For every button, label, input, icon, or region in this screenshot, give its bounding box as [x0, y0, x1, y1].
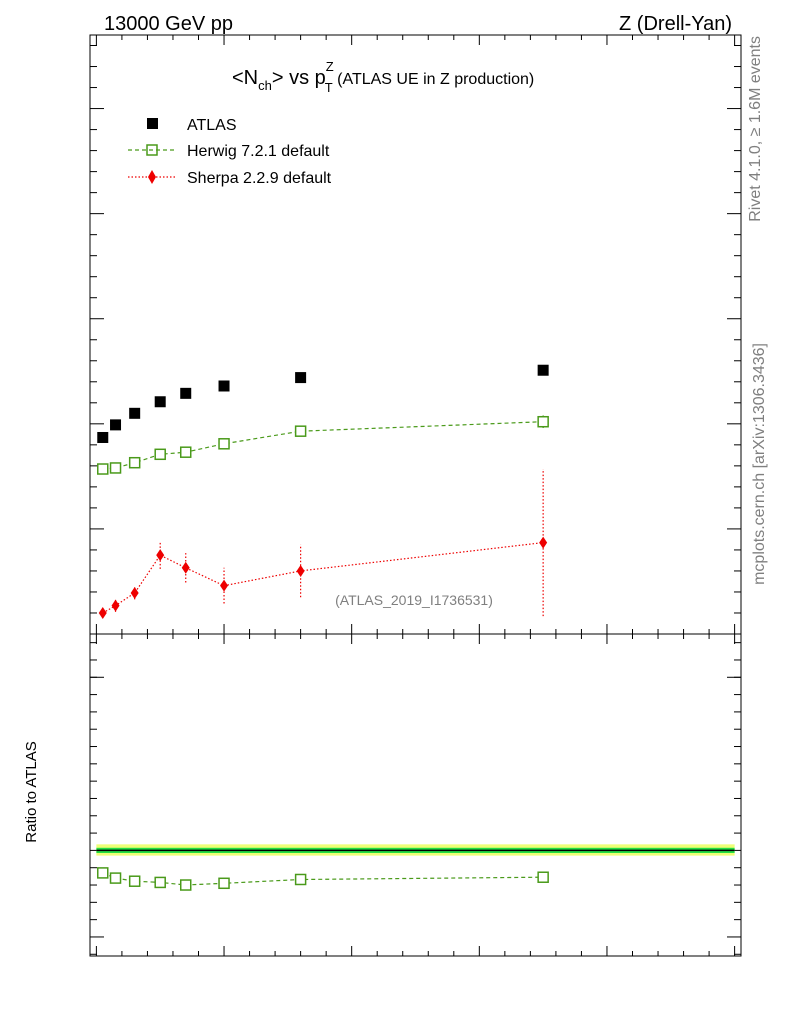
atlas-point [129, 407, 141, 419]
sherpa-series-line [102, 542, 544, 614]
ratio-herwig-point [97, 867, 109, 879]
sherpa-point [130, 587, 139, 600]
herwig-point [154, 448, 166, 461]
title-part1: <N [232, 67, 258, 89]
sherpa-point [111, 599, 120, 612]
atlas-point [180, 387, 192, 399]
title-part2: > vs p [272, 67, 326, 89]
legend-sherpa-label: Sherpa 2.2.9 default [187, 170, 332, 187]
ratio-frame [89, 633, 742, 957]
atlas-point [110, 419, 122, 431]
sherpa-point [156, 549, 165, 562]
herwig-point [97, 463, 109, 475]
sherpa-point [539, 536, 548, 549]
herwig-point [109, 462, 122, 474]
herwig-point [128, 456, 141, 469]
legend-sherpa-marker [148, 170, 156, 184]
ratio-herwig-point [109, 872, 122, 884]
sherpa-point [98, 606, 107, 619]
herwig-point [294, 425, 307, 437]
legend-herwig-label: Herwig 7.2.1 default [187, 143, 330, 160]
title-sub1: ch [258, 78, 272, 93]
legend: ATLAS Herwig 7.2.1 default Sherpa 2.2.9 … [128, 117, 332, 187]
title-sub2: T [325, 80, 333, 95]
ratio-panel [89, 633, 742, 957]
herwig-point [179, 446, 192, 458]
legend-atlas-label: ATLAS [187, 117, 237, 134]
atlas-point [154, 396, 166, 408]
herwig-point [218, 438, 230, 450]
sherpa-point [220, 579, 229, 592]
herwig-series-line [102, 421, 544, 470]
legend-atlas-marker [147, 118, 158, 129]
header-left: 13000 GeV pp [104, 13, 233, 35]
rivet-label: Rivet 4.1.0, ≥ 1.6M events [747, 36, 764, 222]
chart-title: <Nch> vs pZ T (ATLAS UE in Z production) [232, 59, 534, 95]
sherpa-point [296, 564, 305, 577]
ratio-ylabel: Ratio to ATLAS [23, 741, 40, 842]
sherpa-point [181, 561, 190, 574]
ratio-herwig-point [537, 871, 549, 883]
ratio-herwig-line [102, 872, 544, 886]
title-sup: Z [326, 59, 334, 74]
ratio-herwig-point [218, 877, 230, 890]
ratio-herwig-point [154, 876, 166, 889]
analysis-id: (ATLAS_2019_I1736531) [335, 592, 493, 608]
atlas-point [218, 380, 230, 392]
herwig-point [537, 415, 549, 428]
atlas-point [97, 431, 109, 443]
legend-herwig-marker [146, 144, 158, 156]
mcplots-label: mcplots.cern.ch [arXiv:1306.3436] [751, 343, 768, 585]
atlas-point [295, 372, 307, 384]
main-panel [89, 34, 742, 635]
ratio-herwig-point [128, 875, 141, 887]
header-right: Z (Drell-Yan) [619, 13, 732, 35]
ratio-herwig-point [179, 879, 192, 891]
atlas-point [537, 364, 549, 376]
title-part3: (ATLAS UE in Z production) [333, 71, 535, 88]
ratio-herwig-point [294, 873, 307, 886]
